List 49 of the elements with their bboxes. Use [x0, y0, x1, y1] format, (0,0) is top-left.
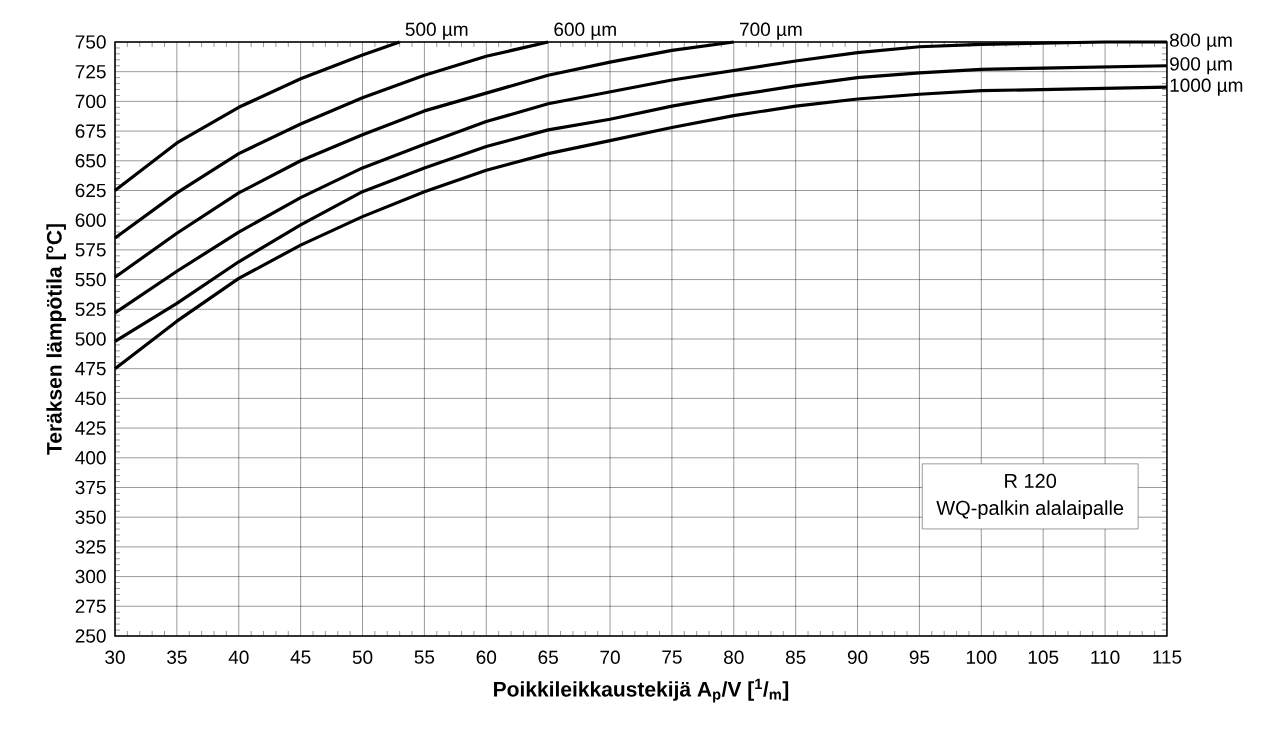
x-axis-title: Poikkileikkaustekijä A$_{p}$/V [$^{1}$/$_{m}$]: [494, 678, 789, 703]
y-tick-label: 500: [75, 332, 106, 346]
y-tick-label: 475: [75, 362, 106, 376]
x-tick-label: 85: [785, 650, 806, 664]
legend-label: 900 µm: [1170, 57, 1232, 75]
y-tick-label: 650: [75, 154, 106, 168]
y-tick-label: 375: [75, 480, 106, 495]
series-label: 700 µm: [740, 22, 802, 40]
legend-label: 1000 µm: [1170, 78, 1243, 96]
x-tick-label: 105: [1028, 650, 1059, 664]
series-label: 500 µm: [405, 22, 468, 40]
x-tick-label: 30: [105, 650, 125, 664]
x-tick-label: 100: [966, 650, 997, 664]
annotation: WQ-palkin alalaipalle: [936, 500, 1124, 519]
series-label: 600 µm: [554, 22, 616, 40]
x-tick-label: 90: [847, 650, 868, 664]
x-tick-label: 95: [909, 650, 930, 664]
x-tick-label: 50: [352, 650, 373, 664]
y-tick-label: 275: [75, 599, 106, 614]
x-tick-label: 35: [167, 650, 187, 664]
legend-label: 800 µm: [1169, 33, 1232, 51]
y-tick-label: 525: [75, 302, 106, 317]
x-tick-label: 110: [1091, 650, 1120, 664]
y-tick-label: 450: [75, 391, 106, 406]
y-tick-label: 575: [75, 243, 106, 257]
y-tick-label: 725: [75, 64, 106, 79]
y-tick-label: 700: [75, 94, 106, 109]
annotation: R 120: [1005, 473, 1057, 489]
x-tick-label: 55: [414, 650, 435, 664]
y-tick-label: 550: [75, 272, 106, 287]
y-tick-label: 250: [75, 629, 106, 643]
x-tick-label: 75: [662, 650, 682, 664]
x-tick-label: 70: [600, 650, 620, 664]
y-tick-label: 625: [75, 183, 106, 198]
x-tick-label: 40: [228, 650, 249, 664]
y-tick-label: 350: [75, 510, 106, 524]
x-tick-label: 45: [290, 650, 311, 664]
y-tick-label: 300: [75, 569, 106, 584]
y-tick-label: 750: [75, 35, 106, 49]
y-tick-label: 325: [75, 540, 106, 554]
y-tick-label: 400: [75, 451, 106, 465]
x-tick-label: 115: [1153, 650, 1182, 664]
y-tick-label: 675: [75, 124, 106, 138]
x-tick-label: 80: [724, 650, 744, 664]
x-tick-label: 65: [538, 650, 558, 664]
x-tick-label: 60: [476, 650, 497, 664]
y-tick-label: 600: [75, 213, 106, 227]
y-tick-label: 425: [75, 421, 106, 435]
y-axis-title: Teräksen lämpötila [°C]: [46, 224, 66, 455]
